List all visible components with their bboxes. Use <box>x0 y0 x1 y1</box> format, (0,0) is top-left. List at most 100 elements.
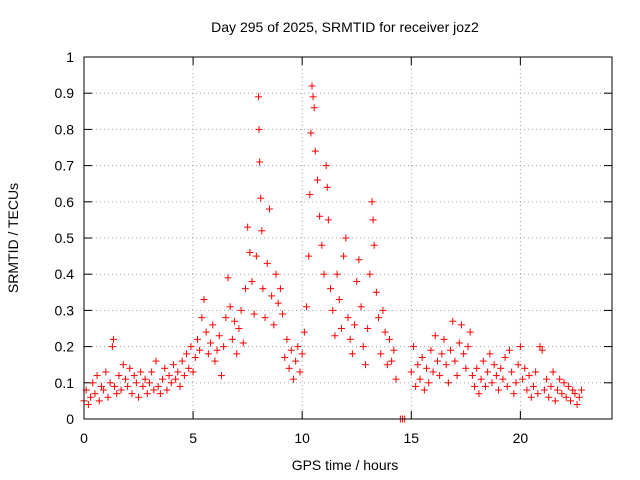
data-point <box>202 328 210 336</box>
data-point <box>479 357 487 365</box>
data-point <box>167 379 175 387</box>
x-tick-label: 0 <box>80 430 88 446</box>
data-point <box>477 375 485 383</box>
data-point <box>174 368 182 376</box>
data-point <box>383 361 391 369</box>
data-point <box>540 386 548 394</box>
data-point <box>490 361 498 369</box>
data-point <box>180 372 188 380</box>
data-point <box>379 306 387 314</box>
data-point <box>560 379 568 387</box>
data-point <box>265 205 273 213</box>
data-point <box>558 390 566 398</box>
data-point <box>270 321 278 329</box>
data-point <box>252 252 260 260</box>
data-point <box>318 241 326 249</box>
data-point <box>564 382 572 390</box>
x-tick-label: 15 <box>403 430 419 446</box>
data-point <box>241 285 249 293</box>
data-point <box>392 375 400 383</box>
data-point <box>217 372 225 380</box>
data-point <box>460 350 468 358</box>
data-point <box>501 353 509 361</box>
data-point <box>567 397 575 405</box>
y-axis-label: SRMTID / TECUs <box>5 183 21 293</box>
data-point <box>196 346 204 354</box>
data-point <box>481 382 489 390</box>
data-point <box>258 227 266 235</box>
data-point <box>228 335 236 343</box>
data-point <box>475 390 483 398</box>
data-point <box>311 147 319 155</box>
data-point <box>281 353 289 361</box>
data-point <box>132 379 140 387</box>
data-point <box>359 343 367 351</box>
data-point <box>213 346 221 354</box>
data-point <box>351 321 359 329</box>
data-point <box>449 317 457 325</box>
data-point <box>492 372 500 380</box>
data-point <box>575 393 583 401</box>
data-point <box>296 368 304 376</box>
data-point <box>294 343 302 351</box>
data-point <box>207 339 215 347</box>
data-point <box>551 397 559 405</box>
data-point <box>239 339 247 347</box>
data-point <box>272 270 280 278</box>
data-point <box>510 390 518 398</box>
data-point <box>529 382 537 390</box>
data-point <box>488 379 496 387</box>
data-point <box>185 364 193 372</box>
data-point <box>532 368 540 376</box>
data-point <box>342 234 350 242</box>
data-point <box>464 343 472 351</box>
data-point <box>512 379 520 387</box>
data-point <box>279 310 287 318</box>
data-point <box>187 343 195 351</box>
data-point <box>128 390 136 398</box>
data-point <box>154 382 162 390</box>
data-point <box>322 162 330 170</box>
data-point <box>323 183 331 191</box>
data-point <box>316 212 324 220</box>
data-point <box>89 379 97 387</box>
data-point <box>355 256 363 264</box>
data-point <box>521 364 529 372</box>
data-point <box>121 375 129 383</box>
data-point <box>519 375 527 383</box>
data-point <box>248 277 256 285</box>
data-point <box>484 368 492 376</box>
data-point <box>169 361 177 369</box>
data-point <box>84 401 92 409</box>
data-point <box>305 252 313 260</box>
data-point <box>473 364 481 372</box>
y-tick-label: 0.5 <box>55 230 75 246</box>
data-point <box>471 382 479 390</box>
data-point <box>100 386 108 394</box>
data-point <box>237 306 245 314</box>
data-point <box>573 401 581 409</box>
data-point <box>457 321 465 329</box>
data-point <box>209 321 217 329</box>
data-point <box>571 390 579 398</box>
data-point <box>261 314 269 322</box>
data-point <box>200 296 208 304</box>
data-point <box>189 368 197 376</box>
data-point <box>113 390 121 398</box>
data-point <box>300 328 308 336</box>
data-point <box>577 386 585 394</box>
data-point <box>130 372 138 380</box>
data-point <box>102 368 110 376</box>
data-point <box>165 372 173 380</box>
data-point <box>562 393 570 401</box>
data-point <box>163 386 171 394</box>
data-point <box>569 386 577 394</box>
data-point <box>104 393 112 401</box>
plot-frame <box>83 56 613 420</box>
data-point <box>333 270 341 278</box>
data-point <box>556 375 564 383</box>
data-point <box>320 270 328 278</box>
data-point <box>372 288 380 296</box>
data-point <box>346 335 354 343</box>
data-point <box>117 386 125 394</box>
